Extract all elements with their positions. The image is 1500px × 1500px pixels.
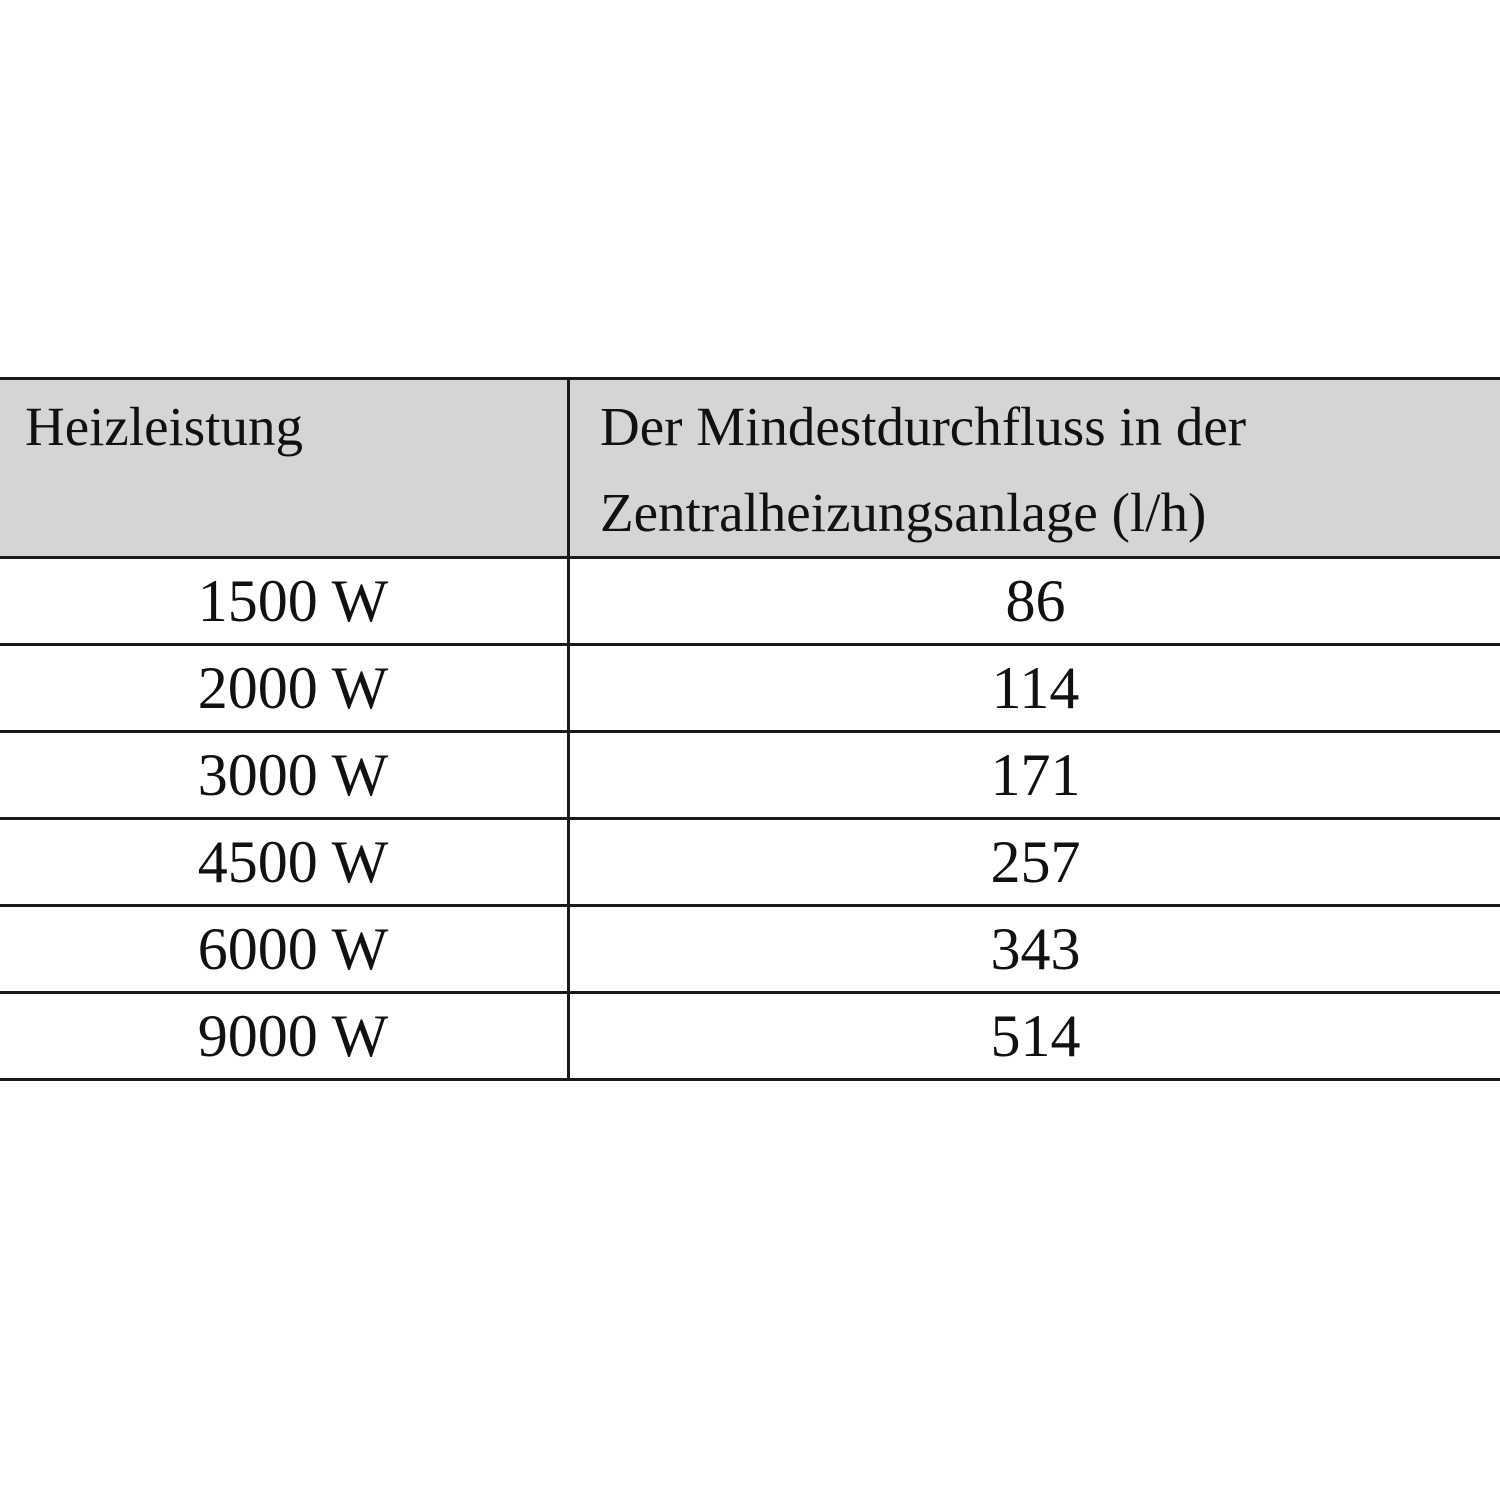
power-cell: 3000 W bbox=[0, 730, 570, 820]
table-row: 3000 W 171 bbox=[0, 730, 1500, 820]
power-cell: 9000 W bbox=[0, 991, 570, 1081]
table-row: 1500 W 86 bbox=[0, 556, 1500, 646]
power-cell: 1500 W bbox=[0, 556, 570, 646]
power-cell: 4500 W bbox=[0, 817, 570, 907]
table-row: 2000 W 114 bbox=[0, 643, 1500, 733]
flow-cell: 343 bbox=[567, 904, 1500, 994]
table-row: 6000 W 343 bbox=[0, 904, 1500, 994]
flow-cell: 257 bbox=[567, 817, 1500, 907]
flow-cell: 86 bbox=[567, 556, 1500, 646]
table-row: 4500 W 257 bbox=[0, 817, 1500, 907]
header-heating-power: Heizleistung bbox=[0, 377, 570, 559]
flow-cell: 171 bbox=[567, 730, 1500, 820]
table-row: 9000 W 514 bbox=[0, 991, 1500, 1081]
power-cell: 6000 W bbox=[0, 904, 570, 994]
power-cell: 2000 W bbox=[0, 643, 570, 733]
header-row: Heizleistung Der Mindestdurchfluss in de… bbox=[0, 377, 1500, 559]
header-min-flow: Der Mindestdurchfluss in der Zentralheiz… bbox=[567, 377, 1500, 559]
flow-cell: 114 bbox=[567, 643, 1500, 733]
flow-cell: 514 bbox=[567, 991, 1500, 1081]
flow-table: Heizleistung Der Mindestdurchfluss in de… bbox=[0, 377, 1500, 1081]
